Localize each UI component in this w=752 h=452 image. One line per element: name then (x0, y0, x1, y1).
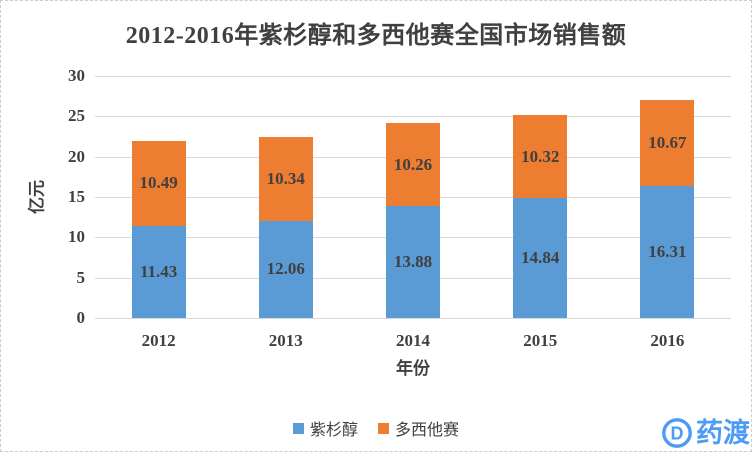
legend-label-paclitaxel: 紫杉醇 (309, 422, 358, 439)
gridline (95, 76, 731, 77)
chart-title: 2012-2016年紫杉醇和多西他赛全国市场销售额 (125, 23, 627, 49)
bar-value-label: 13.88 (393, 252, 433, 271)
bar-value-label: 10.32 (521, 146, 560, 166)
legend-swatch-orange (378, 422, 389, 434)
x-tick-label: 2013 (268, 331, 303, 350)
legend: 紫杉醇 多西他赛 (1, 416, 751, 440)
legend-label-docetaxel: 多西他赛 (395, 422, 460, 439)
bar-segment: 13.88 (386, 206, 440, 318)
bar-segment: 16.31 (640, 186, 695, 318)
y-tick-label: 25 (68, 106, 85, 126)
legend-swatch-blue (292, 422, 304, 434)
gridline (95, 116, 731, 118)
x-axis-title: 年份 (396, 359, 430, 378)
y-tick-label: 30 (68, 66, 85, 85)
bar-value-label: 16.31 (648, 242, 687, 262)
y-tick-label: 0 (76, 308, 86, 327)
y-tick-label: 5 (76, 267, 86, 287)
y-tick-label: 20 (68, 146, 85, 166)
bar-segment: 10.67 (640, 100, 695, 187)
y-tick-label: 10 (68, 227, 85, 247)
brand-watermark: D 药渡 (660, 416, 750, 450)
bar-value-label: 10.34 (266, 169, 305, 188)
brand-name: 药渡 (696, 417, 750, 448)
bar-value-label: 10.67 (648, 133, 687, 153)
bar-segment: 12.06 (258, 220, 313, 318)
legend-item-docetaxel: 多西他赛 (378, 416, 459, 440)
yaodu-logo-icon: D (662, 418, 692, 448)
bar-value-label: 14.84 (521, 248, 560, 268)
bar-value-label: 10.49 (139, 173, 178, 193)
bar-segment: 10.32 (513, 115, 568, 199)
logo-letter: D (671, 424, 684, 444)
legend-item-paclitaxel: 紫杉醇 (292, 416, 358, 440)
bar-value-label: 12.06 (266, 259, 305, 279)
bar-segment: 10.34 (258, 137, 313, 221)
x-tick-label: 2014 (396, 331, 430, 350)
y-tick-label: 15 (68, 187, 85, 206)
x-tick-label: 2015 (523, 331, 558, 350)
bar-value-label: 11.43 (139, 261, 178, 281)
bar-segment: 14.84 (513, 198, 568, 318)
bar-value-label: 10.26 (393, 154, 433, 174)
x-tick-label: 2016 (650, 331, 685, 350)
x-tick-label: 2012 (141, 331, 176, 350)
bar-segment: 10.49 (131, 141, 186, 226)
bar-segment: 11.43 (131, 225, 186, 318)
gridline (95, 318, 731, 319)
bar-segment: 10.26 (386, 123, 440, 207)
